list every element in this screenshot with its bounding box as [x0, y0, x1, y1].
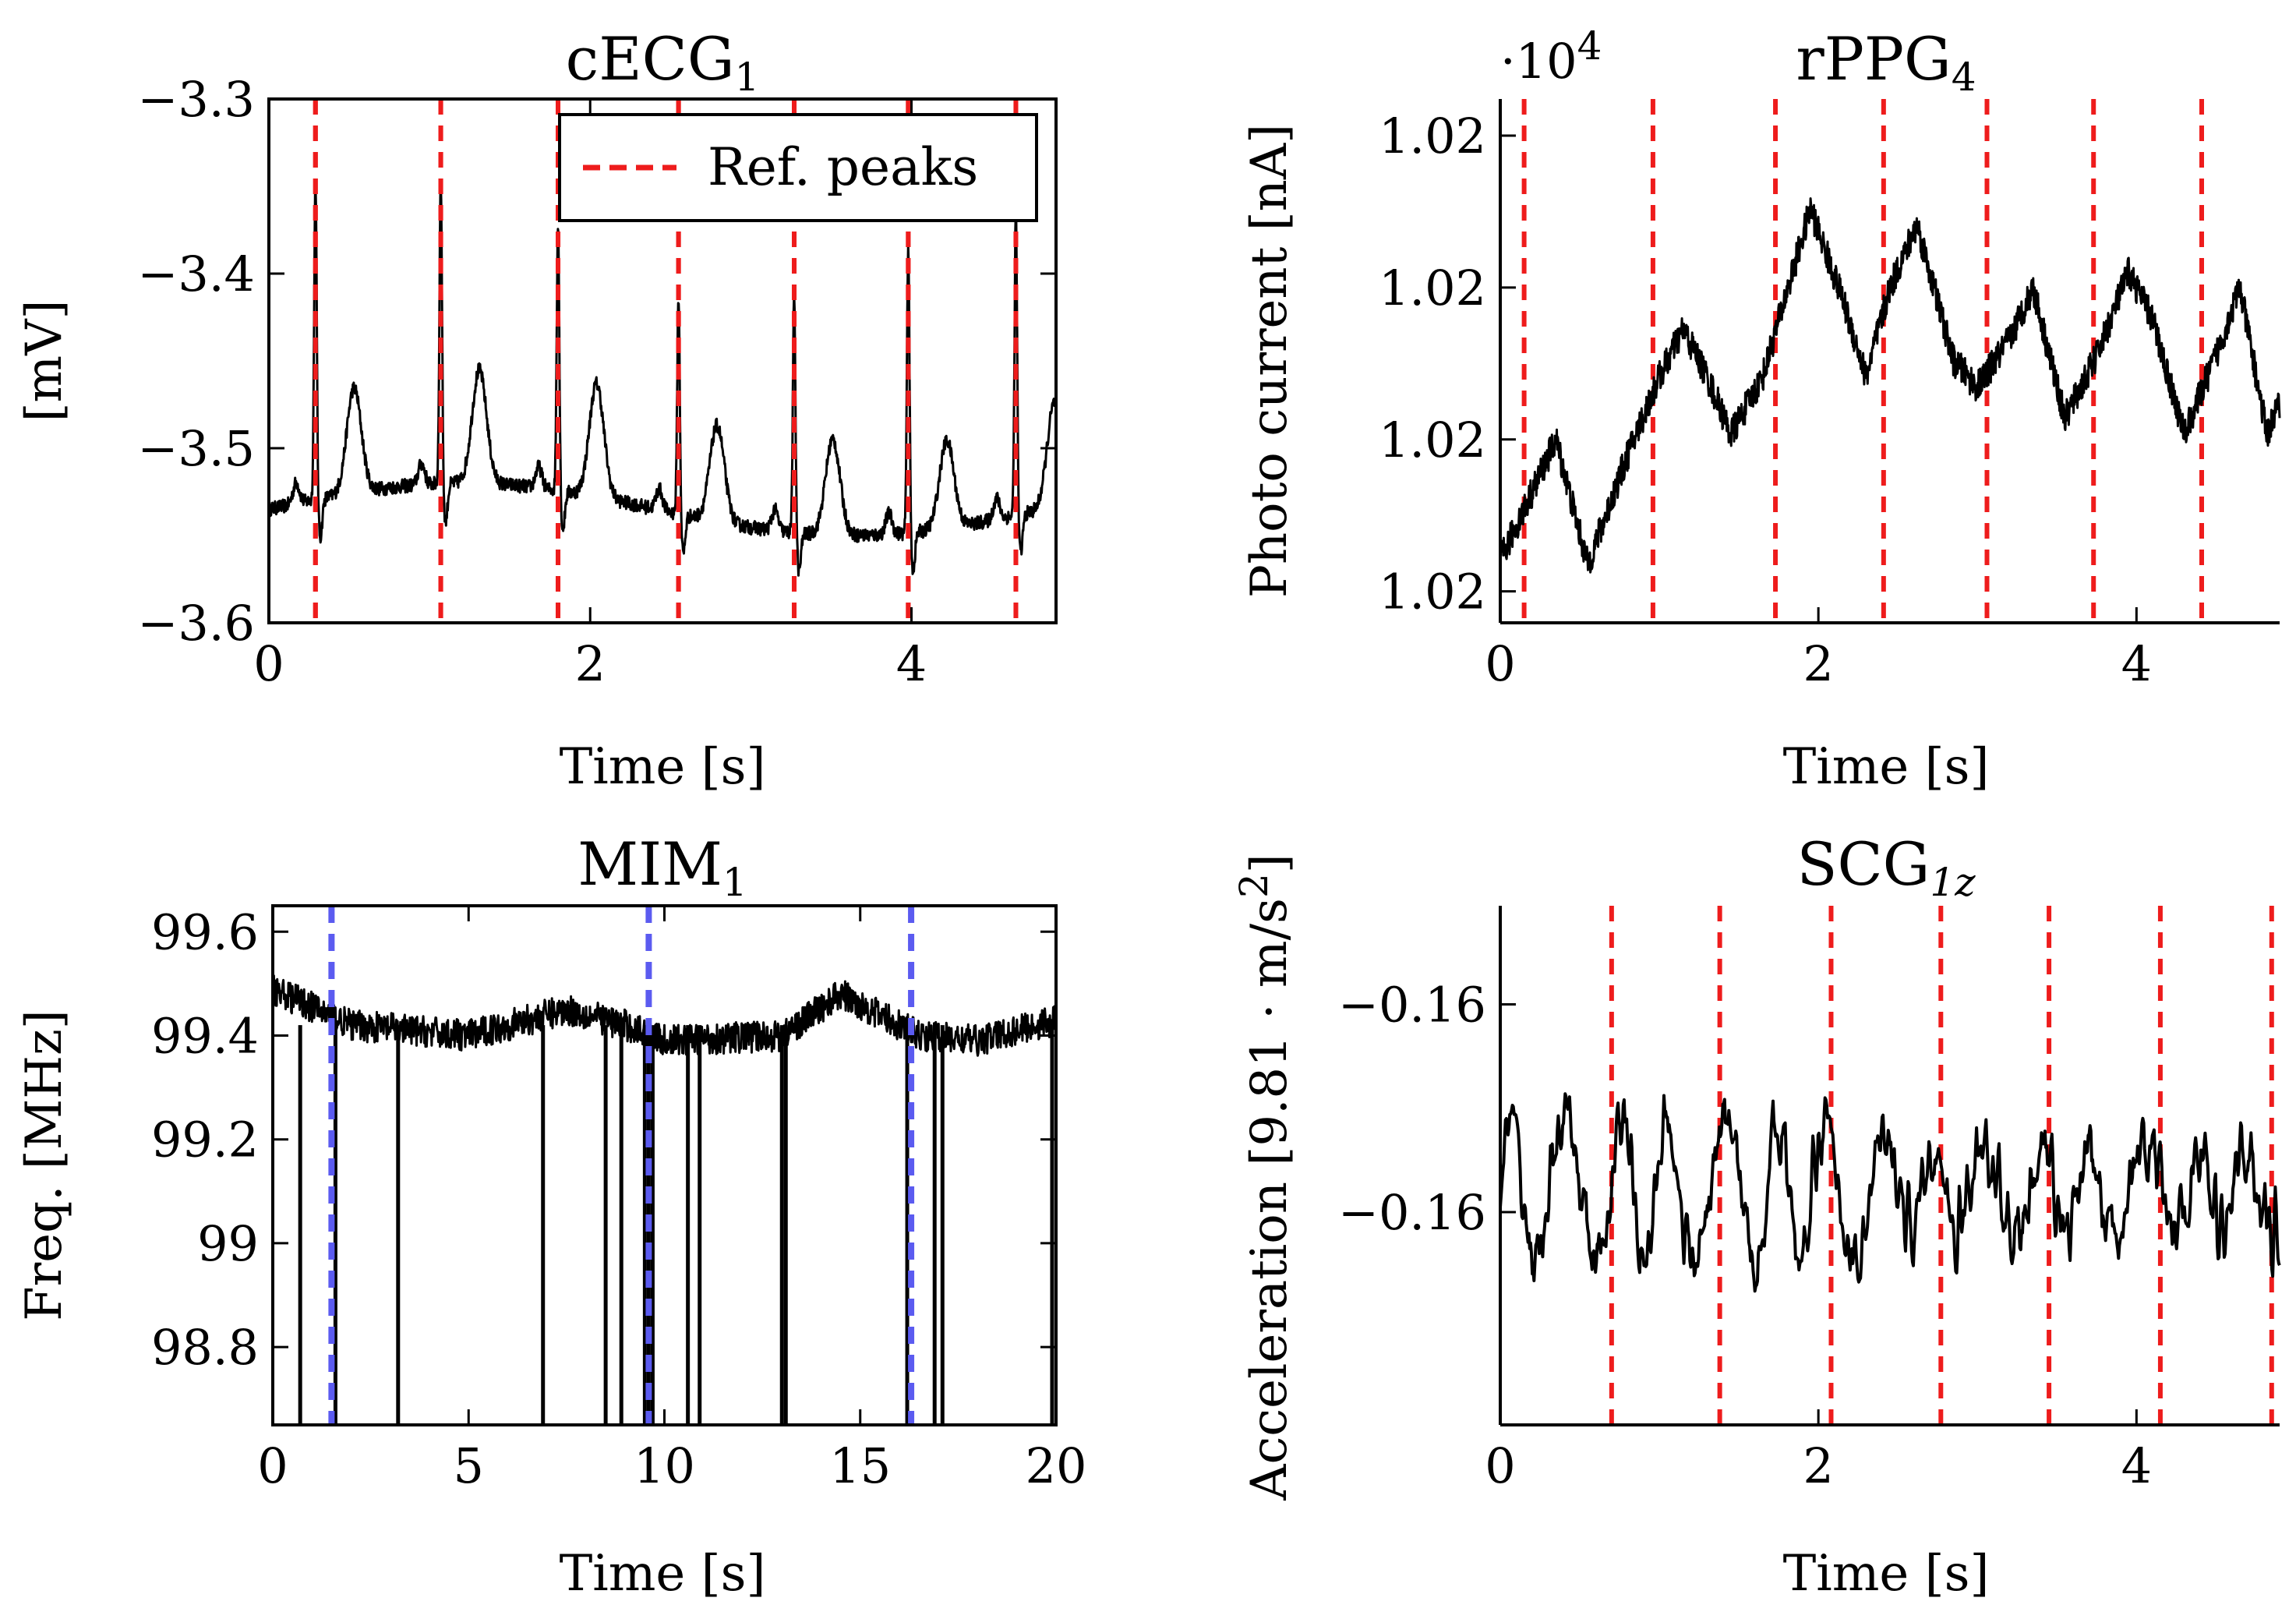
x-tick-label: 0	[253, 635, 284, 692]
y-tick-label: −3.4	[137, 246, 255, 302]
mim-signal-line	[271, 974, 1058, 1057]
scg-y-axis-label: Acceleration [9.81 · m/s2]	[1231, 854, 1298, 1501]
cecg-y-axis-label: [mV]	[16, 300, 73, 422]
y-tick-label: −3.5	[137, 420, 255, 477]
x-tick-label: 4	[2121, 1437, 2152, 1494]
panel-cecg: cECG1 0 2 4−3.6−3.5−3.4−3.3 Time [s] [mV] …	[16, 24, 1058, 796]
mim-x-axis-label: Time [s]	[560, 1545, 766, 1603]
rppg-signal-line	[1499, 197, 2281, 574]
x-tick-label: 15	[829, 1437, 891, 1494]
legend-ref-peaks-label: Ref. peaks	[708, 137, 978, 197]
cecg-signal-line	[267, 179, 1058, 577]
panel-rppg: rPPG4 ·104 0 2 41.021.021.021.02 Time [s] …	[1241, 23, 2281, 796]
rppg-x-axis-label: Time [s]	[1783, 738, 1990, 796]
y-tick-label: 98.8	[151, 1319, 259, 1376]
x-tick-label: 0	[257, 1437, 288, 1494]
cecg-x-axis-label: Time [s]	[560, 738, 766, 796]
y-tick-label: −0.16	[1338, 977, 1486, 1034]
y-tick-label: 1.02	[1379, 564, 1486, 620]
cecg-axes-frame	[267, 97, 1058, 624]
x-tick-label: 4	[2121, 635, 2152, 692]
x-tick-label: 5	[454, 1437, 484, 1494]
y-tick-label: 1.02	[1379, 108, 1486, 164]
y-tick-label: 1.02	[1379, 412, 1486, 468]
rppg-ticks: 0 2 4 1.02 1.02 1.02 1.02	[1379, 99, 2280, 692]
y-tick-label: 1.02	[1379, 260, 1486, 316]
x-tick-label: 0	[1485, 1437, 1515, 1494]
scg-ticks: 0 2 4 −0.16 −0.16	[1338, 906, 2280, 1494]
scg-x-axis-label: Time [s]	[1783, 1545, 1990, 1603]
scg-plot-area	[1499, 906, 2281, 1425]
panel-scg: SCG1z 0 2 4 −0.16 −0.16 Time [s] Acceleratio…	[1231, 829, 2281, 1603]
x-tick-label: 2	[1803, 1437, 1833, 1494]
y-tick-label: 99	[197, 1215, 259, 1272]
rppg-plot-area	[1499, 99, 2281, 623]
scg-signal-line	[1499, 1092, 2281, 1293]
scg-title: SCG1z	[1796, 829, 1976, 905]
cecg-legend: Ref. peaks	[558, 113, 1038, 222]
cecg-ticks: 0 2 4 −3.6 −3.5 −3.4 −3.3	[137, 71, 1056, 692]
x-tick-label: 2	[575, 635, 606, 692]
cecg-title: cECG1	[566, 24, 760, 100]
y-tick-label: −3.3	[137, 71, 255, 128]
x-tick-label: 2	[1803, 635, 1833, 692]
mim-axes-frame	[271, 904, 1058, 1426]
rppg-title: rPPG4	[1796, 24, 1976, 100]
mim-title: MIM1	[578, 829, 747, 905]
x-tick-label: 0	[1485, 635, 1515, 692]
x-tick-label: 20	[1026, 1437, 1087, 1494]
x-tick-label: 10	[634, 1437, 695, 1494]
y-tick-label: 99.6	[151, 903, 259, 960]
y-tick-label: −3.6	[137, 595, 255, 652]
x-tick-label: 4	[896, 635, 927, 692]
rppg-axis-multiplier: ·104	[1500, 23, 1602, 90]
y-tick-label: 99.4	[151, 1008, 259, 1065]
y-tick-label: 99.2	[151, 1112, 259, 1168]
mim-ticks: 0 5 10 15 20 98.8 99 99.2 99.4 99.6	[151, 903, 1087, 1494]
mim-y-axis-label: Freq. [MHz]	[16, 1009, 73, 1321]
y-tick-label: −0.16	[1338, 1184, 1486, 1241]
rppg-y-axis-label: Photo current [nA]	[1241, 124, 1298, 598]
panel-mim: MIM1 0 5 10 15 20 98.8 99 99.2 99.4 99.6 Time [s]…	[16, 829, 1086, 1603]
mim-plot-area	[271, 906, 1058, 1425]
